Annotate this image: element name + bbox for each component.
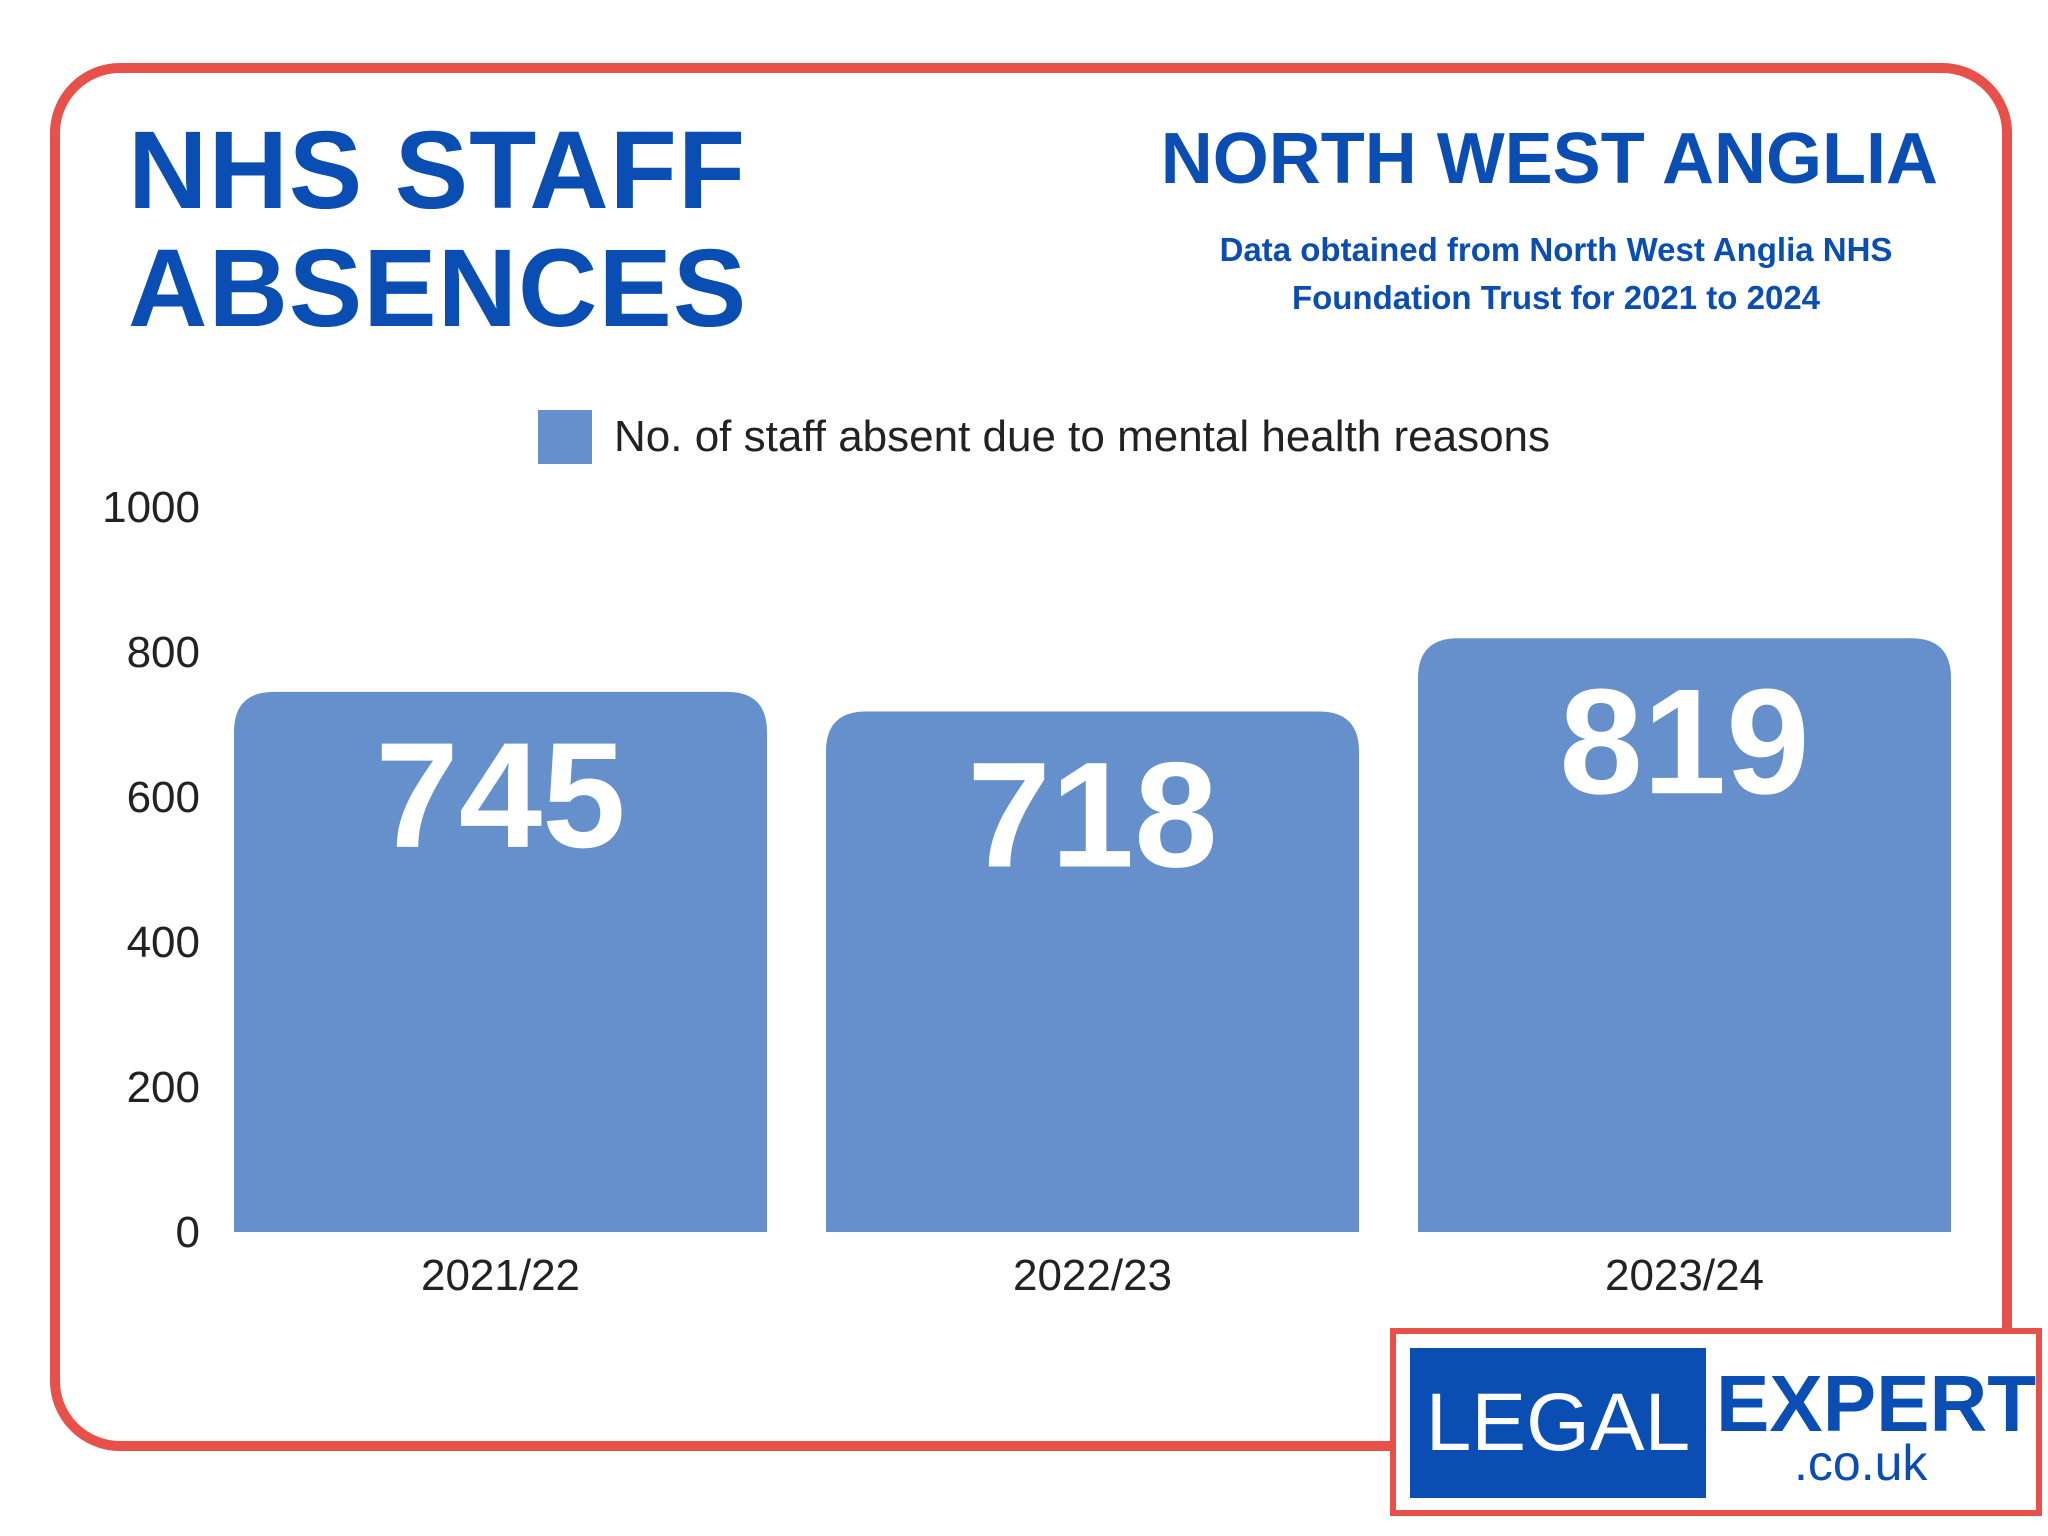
card-frame [50, 63, 2012, 1451]
bar-value-label: 819 [1559, 657, 1809, 825]
x-tick-label: 2021/22 [421, 1251, 580, 1300]
region-title: NORTH WEST ANGLIA [1160, 119, 1938, 199]
bar [1418, 638, 1951, 1232]
source-line-1: Data obtained from North West Anglia NHS [1219, 231, 1893, 268]
logo-expert: EXPERT [1716, 1359, 2037, 1448]
logo-domain: .co.uk [1794, 1435, 1928, 1491]
legal-expert-logo: LEGAL EXPERT .co.uk [1390, 1328, 2042, 1516]
title-line-1: NHS STAFF [128, 109, 747, 232]
y-tick-label: 0 [176, 1208, 200, 1257]
legend: No. of staff absent due to mental health… [538, 410, 1550, 464]
logo-legal: LEGAL [1410, 1348, 1706, 1498]
y-tick-label: 1000 [102, 483, 200, 532]
y-tick-label: 600 [127, 773, 200, 822]
bar-value-label: 718 [967, 730, 1217, 898]
source-line-2: Foundation Trust for 2021 to 2024 [1291, 279, 1821, 316]
x-tick-label: 2023/24 [1605, 1251, 1764, 1300]
source-note: Data obtained from North West Anglia NHS… [1156, 226, 1956, 322]
legend-swatch [538, 410, 592, 464]
y-tick-label: 200 [127, 1063, 200, 1112]
legend-label: No. of staff absent due to mental health… [614, 412, 1551, 461]
y-tick-label: 400 [127, 918, 200, 967]
x-tick-label: 2022/23 [1013, 1251, 1172, 1300]
bar [234, 691, 767, 1232]
bar-value-label: 745 [375, 711, 625, 879]
y-tick-label: 800 [127, 628, 200, 677]
title-line-2: ABSENCES [128, 227, 748, 350]
bar [826, 711, 1359, 1232]
page-title: NHS STAFF ABSENCES [128, 112, 747, 348]
